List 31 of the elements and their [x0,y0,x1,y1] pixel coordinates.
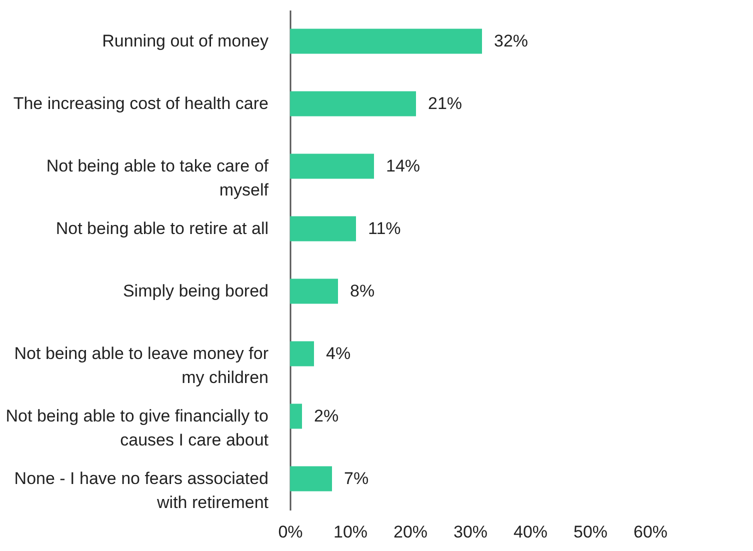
y-tick-label: Running out of money [102,31,269,50]
y-tick-label: Not being able to leave money for my children [14,344,269,387]
bar [290,154,374,179]
bar [290,278,338,304]
data-label: 4% [326,344,351,363]
y-tick-label: Not being able to take care of myself [46,156,269,200]
x-tick-label: 50% [573,522,608,542]
y-tick-label: Not being able to retire at all [56,218,268,238]
bar [290,216,356,242]
y-tick-label: The increasing cost of health care [13,94,268,113]
x-tick-label: 0% [278,522,303,542]
data-label: 2% [314,406,339,426]
y-tick-label: Not being able to give financially to causes I care about [6,406,269,450]
data-label: 7% [344,468,369,488]
y-tick-label: None - I have no fears associated with retirement [14,468,269,512]
x-tick-label: 10% [333,522,368,542]
x-tick-label: 20% [393,522,428,542]
data-label: 14% [386,156,420,176]
x-tick-label: 30% [453,522,488,542]
x-tick-label: 40% [513,522,548,542]
bar [290,91,416,116]
bar [290,466,332,492]
bar [290,341,314,366]
bar [290,28,482,54]
data-label: 32% [494,31,528,50]
data-label: 11% [368,218,401,238]
data-label: 8% [350,281,375,300]
x-tick-label: 60% [633,522,668,542]
bar [290,404,302,429]
y-tick-label: Simply being bored [122,281,268,300]
data-label: 21% [428,94,462,113]
